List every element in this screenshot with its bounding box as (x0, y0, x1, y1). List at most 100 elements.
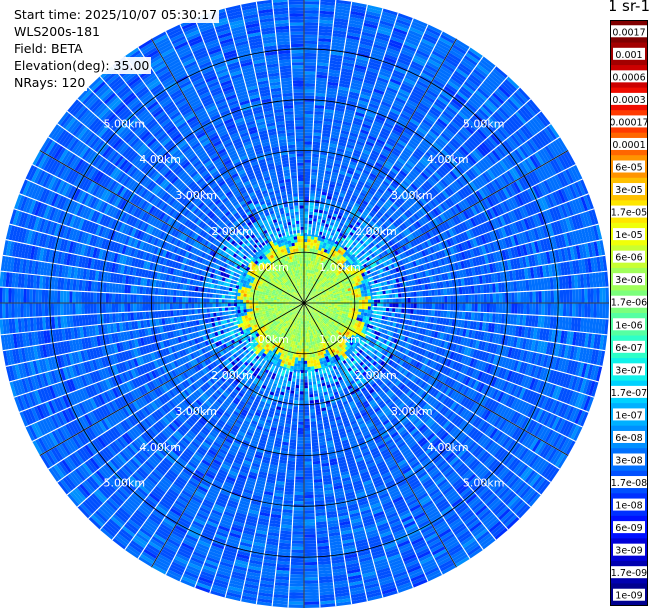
beta-gate (331, 42, 345, 47)
beta-gate (385, 210, 393, 217)
beta-gate (525, 173, 535, 187)
beta-gate (334, 14, 350, 20)
beta-gate (461, 221, 469, 231)
beta-gate (393, 162, 403, 170)
beta-gate (416, 188, 425, 197)
beta-gate (334, 11, 350, 17)
beta-gate (304, 141, 313, 145)
beta-gate (453, 135, 464, 146)
beta-gate (316, 272, 320, 276)
beta-gate (310, 184, 317, 188)
beta-gate (477, 161, 487, 173)
beta-gate (455, 38, 471, 50)
beta-gate (309, 299, 313, 301)
beta-gate (342, 266, 347, 271)
beta-gate (310, 294, 314, 297)
beta-gate (356, 285, 360, 289)
beta-gate (316, 71, 329, 76)
beta-gate (491, 206, 499, 218)
beta-gate (410, 182, 419, 191)
beta-gate (372, 88, 385, 96)
beta-gate (378, 233, 385, 240)
beta-gate (324, 259, 329, 264)
beta-gate (307, 295, 310, 299)
beta-gate (419, 303, 423, 310)
beta-gate (442, 200, 450, 210)
beta-gate (415, 107, 427, 117)
beta-gate (499, 83, 514, 96)
beta-gate (310, 283, 313, 287)
beta-gate (317, 269, 321, 274)
beta-gate (471, 303, 475, 312)
beta-gate (405, 218, 413, 226)
beta-gate (410, 214, 418, 223)
beta-gate (345, 40, 360, 47)
beta-gate (390, 149, 401, 158)
beta-gate (435, 303, 439, 310)
beta-gate (424, 213, 432, 222)
beta-gate (426, 177, 436, 187)
beta-gate (418, 186, 427, 195)
beta-gate (434, 44, 449, 55)
beta-gate (428, 296, 433, 303)
beta-gate (323, 207, 330, 212)
beta-gate (319, 225, 325, 230)
beta-gate (322, 272, 326, 276)
beta-gate (486, 75, 500, 88)
beta-gate (446, 142, 458, 152)
beta-gate (367, 105, 379, 113)
beta-gate (344, 264, 349, 269)
beta-gate (355, 166, 364, 172)
beta-gate (401, 297, 405, 303)
beta-gate (401, 308, 405, 314)
beta-gate (459, 294, 463, 303)
beta-gate (444, 174, 454, 184)
beta-gate (341, 270, 346, 275)
beta-gate (319, 0, 336, 3)
beta-gate (378, 185, 387, 192)
beta-gate (501, 157, 512, 171)
beta-gate (347, 22, 363, 29)
beta-gate (488, 73, 502, 86)
beta-gate (352, 305, 356, 309)
beta-gate (328, 66, 342, 71)
beta-gate (367, 222, 374, 229)
beta-gate (459, 303, 463, 312)
beta-gate (304, 7, 320, 11)
beta-gate (567, 167, 578, 183)
beta-gate (318, 297, 322, 300)
beta-gate (330, 267, 335, 272)
beta-gate (392, 126, 404, 134)
beta-gate (340, 68, 354, 74)
beta-gate (311, 156, 320, 161)
beta-gate (351, 76, 364, 82)
beta-gate (416, 303, 420, 310)
beta-gate (304, 104, 315, 109)
beta-gate (317, 44, 332, 49)
beta-gate (348, 91, 360, 97)
beta-gate (312, 147, 321, 152)
beta-gate (373, 193, 382, 200)
beta-gate (346, 28, 362, 35)
beta-gate (486, 196, 495, 208)
beta-gate (377, 26, 393, 34)
beta-gate (326, 214, 333, 219)
beta-gate (599, 303, 603, 319)
beta-gate (339, 278, 344, 282)
beta-gate (365, 205, 373, 212)
beta-gate (465, 101, 478, 113)
beta-gate (432, 244, 438, 253)
beta-gate (423, 240, 430, 249)
beta-gate (359, 174, 368, 181)
beta-gate (304, 174, 311, 179)
beta-gate (304, 199, 310, 203)
beta-gate (408, 66, 422, 75)
beta-gate (337, 141, 347, 147)
beta-gate (505, 292, 509, 303)
beta-gate (352, 174, 360, 181)
beta-gate (364, 16, 380, 24)
beta-gate (529, 303, 533, 315)
beta-gate (334, 270, 338, 275)
beta-gate (348, 213, 355, 219)
beta-gate (508, 303, 512, 314)
